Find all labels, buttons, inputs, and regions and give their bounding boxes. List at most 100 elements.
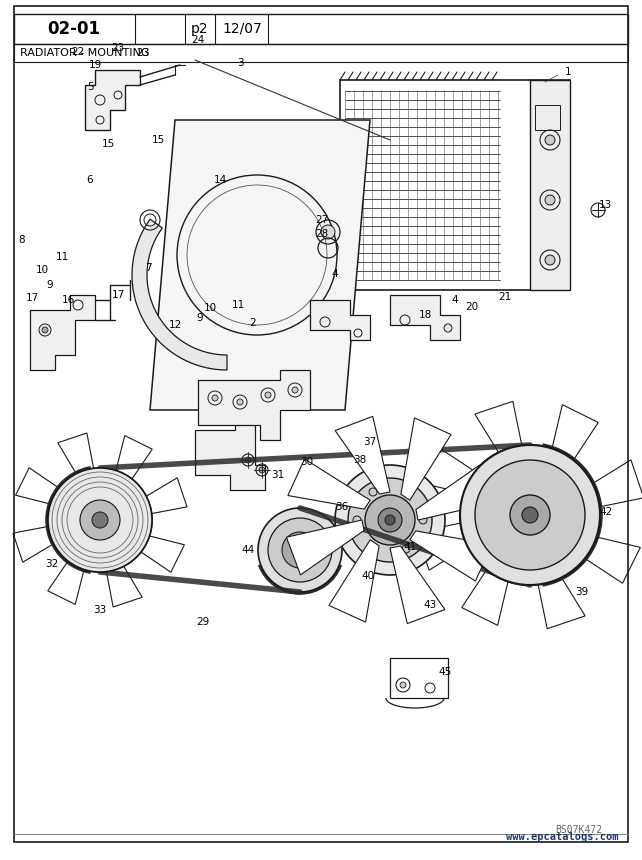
Circle shape <box>348 478 432 562</box>
Circle shape <box>353 516 361 524</box>
Text: 4: 4 <box>452 295 458 305</box>
Polygon shape <box>310 300 370 340</box>
Polygon shape <box>108 435 152 507</box>
Circle shape <box>522 507 538 523</box>
Text: 44: 44 <box>241 545 255 555</box>
Polygon shape <box>335 416 390 494</box>
Circle shape <box>212 395 218 401</box>
Polygon shape <box>420 446 509 502</box>
Polygon shape <box>198 370 310 440</box>
Circle shape <box>419 516 427 524</box>
Circle shape <box>510 495 550 535</box>
Circle shape <box>385 515 395 525</box>
Circle shape <box>369 488 377 496</box>
Bar <box>14 44 628 62</box>
Text: 38: 38 <box>353 455 367 465</box>
Text: 33: 33 <box>93 605 107 615</box>
Circle shape <box>460 445 600 585</box>
Circle shape <box>510 495 550 535</box>
Text: 02-01: 02-01 <box>48 20 101 38</box>
Circle shape <box>475 460 585 570</box>
Circle shape <box>258 508 342 592</box>
Circle shape <box>48 468 152 572</box>
Polygon shape <box>113 527 184 572</box>
Circle shape <box>292 387 298 393</box>
Circle shape <box>245 457 251 463</box>
Text: 29: 29 <box>196 617 210 627</box>
Text: 41: 41 <box>403 542 417 552</box>
Text: 16: 16 <box>62 295 74 305</box>
Text: 43: 43 <box>423 600 437 610</box>
Text: 32: 32 <box>46 559 58 569</box>
Polygon shape <box>416 515 502 570</box>
Text: 13: 13 <box>598 200 612 210</box>
Text: 21: 21 <box>498 292 512 302</box>
Circle shape <box>80 500 120 540</box>
Text: 45: 45 <box>438 667 451 677</box>
Circle shape <box>545 255 555 265</box>
Polygon shape <box>58 433 100 503</box>
Polygon shape <box>410 531 492 581</box>
Text: 22: 22 <box>71 47 85 57</box>
Circle shape <box>92 512 108 528</box>
Polygon shape <box>48 532 92 605</box>
Polygon shape <box>100 537 142 607</box>
Bar <box>14 14 628 44</box>
Text: 2: 2 <box>250 318 256 328</box>
Text: 18: 18 <box>419 310 431 320</box>
Text: 15: 15 <box>101 139 115 149</box>
Bar <box>340 80 570 290</box>
Circle shape <box>378 508 402 532</box>
Text: 9: 9 <box>47 280 53 290</box>
Text: 17: 17 <box>26 293 39 303</box>
Text: www.epcatalogs.com: www.epcatalogs.com <box>505 832 618 842</box>
Text: 40: 40 <box>361 571 374 581</box>
Text: 20: 20 <box>465 302 478 312</box>
Polygon shape <box>15 468 87 513</box>
Text: 27: 27 <box>315 215 329 225</box>
Circle shape <box>237 399 243 405</box>
Circle shape <box>297 547 303 553</box>
Circle shape <box>460 445 600 585</box>
Circle shape <box>282 532 318 568</box>
Polygon shape <box>195 420 265 490</box>
Text: 11: 11 <box>231 300 245 310</box>
Circle shape <box>48 468 152 572</box>
Text: 12/07: 12/07 <box>222 22 262 36</box>
Circle shape <box>475 460 585 570</box>
Text: 8: 8 <box>19 235 25 245</box>
Text: 11: 11 <box>55 252 69 262</box>
Bar <box>530 80 570 290</box>
Text: 17: 17 <box>111 290 125 300</box>
Text: 23: 23 <box>111 43 125 53</box>
Circle shape <box>92 512 108 528</box>
Text: 10: 10 <box>204 303 216 313</box>
Polygon shape <box>13 520 83 562</box>
Circle shape <box>97 517 103 523</box>
Polygon shape <box>390 295 460 340</box>
Text: p2: p2 <box>191 22 209 36</box>
Text: 6: 6 <box>87 175 93 185</box>
Polygon shape <box>150 120 370 410</box>
Text: 9: 9 <box>196 313 204 323</box>
Text: 37: 37 <box>363 437 377 447</box>
Text: 42: 42 <box>600 507 612 517</box>
Text: 39: 39 <box>575 587 589 597</box>
Text: 12: 12 <box>168 320 182 330</box>
Polygon shape <box>30 295 95 370</box>
Polygon shape <box>462 537 517 625</box>
Text: 31: 31 <box>272 470 284 480</box>
Circle shape <box>526 511 534 519</box>
Polygon shape <box>85 70 140 130</box>
Bar <box>390 658 448 698</box>
Circle shape <box>365 495 415 545</box>
Polygon shape <box>288 459 370 509</box>
Circle shape <box>268 518 332 582</box>
Circle shape <box>85 505 115 535</box>
Circle shape <box>321 225 335 239</box>
Circle shape <box>265 392 271 398</box>
Text: 14: 14 <box>213 175 227 185</box>
Text: 5: 5 <box>87 82 93 92</box>
Polygon shape <box>286 520 364 574</box>
Text: 30: 30 <box>300 457 313 467</box>
